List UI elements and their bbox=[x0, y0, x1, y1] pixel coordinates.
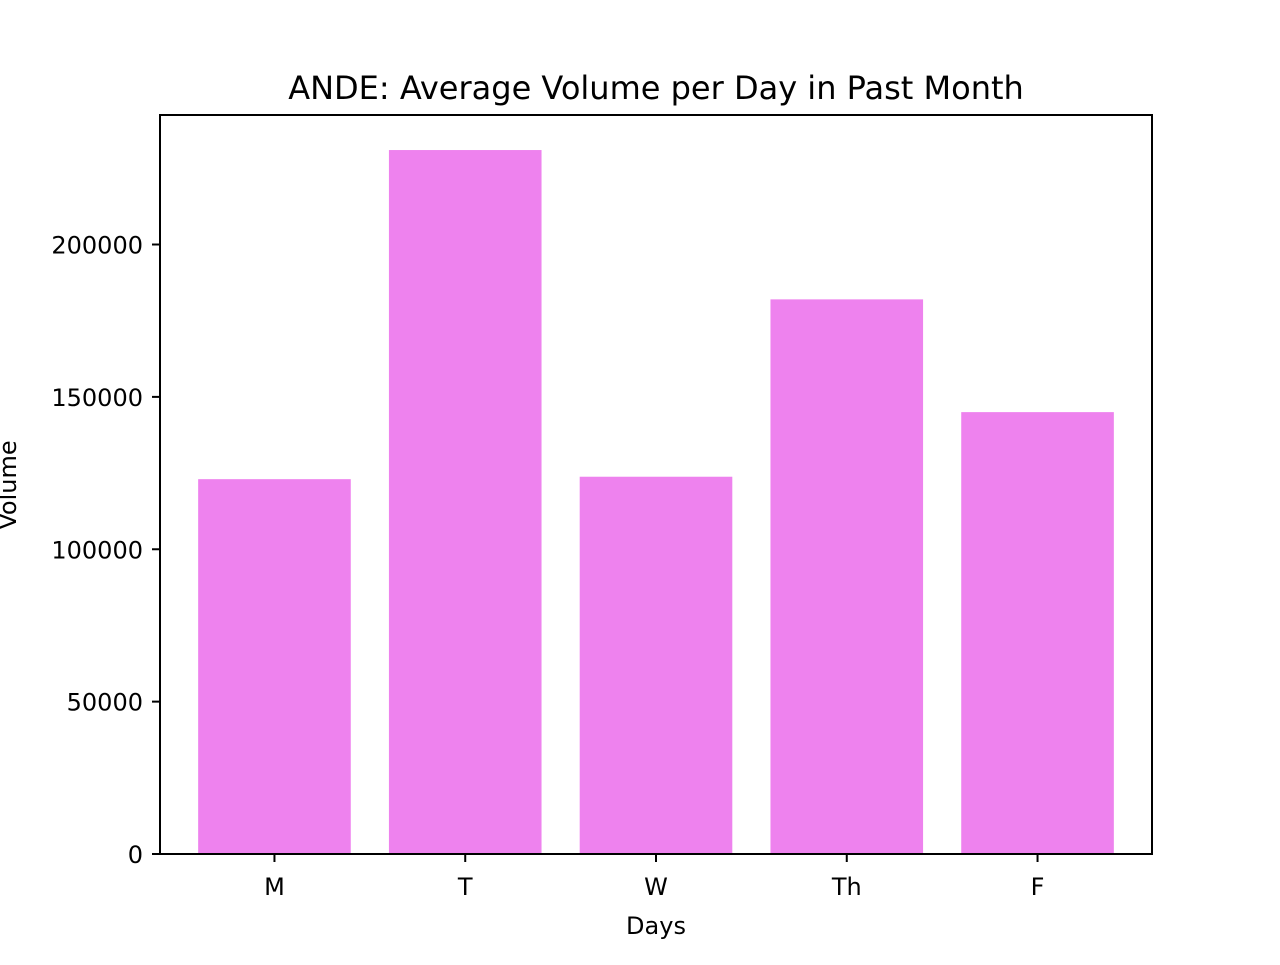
bar-m bbox=[198, 479, 351, 854]
x-tick-label: W bbox=[644, 873, 668, 901]
bar-t bbox=[388, 150, 542, 855]
x-tick-label: M bbox=[264, 873, 285, 901]
x-axis-ticks: M T W Th F bbox=[264, 854, 1044, 901]
x-tick-label: T bbox=[457, 873, 473, 901]
y-tick-label: 200000 bbox=[51, 232, 143, 260]
bar-f bbox=[961, 412, 1114, 854]
bar-w bbox=[579, 476, 733, 854]
bar-th bbox=[770, 299, 924, 854]
chart-title: ANDE: Average Volume per Day in Past Mon… bbox=[288, 69, 1024, 107]
y-tick-label: 0 bbox=[128, 841, 143, 869]
y-tick-label: 100000 bbox=[51, 536, 143, 564]
y-tick-label: 150000 bbox=[51, 384, 143, 412]
y-axis-ticks: 0 50000 100000 150000 200000 bbox=[51, 232, 160, 869]
x-tick-label: Th bbox=[831, 873, 862, 901]
x-axis-label: Days bbox=[626, 912, 686, 940]
x-tick-label: F bbox=[1031, 873, 1045, 901]
y-axis-label: Volume bbox=[0, 440, 22, 529]
bars-group bbox=[198, 150, 1114, 855]
plot-frame bbox=[159, 114, 1153, 855]
y-tick-label: 50000 bbox=[67, 689, 143, 717]
